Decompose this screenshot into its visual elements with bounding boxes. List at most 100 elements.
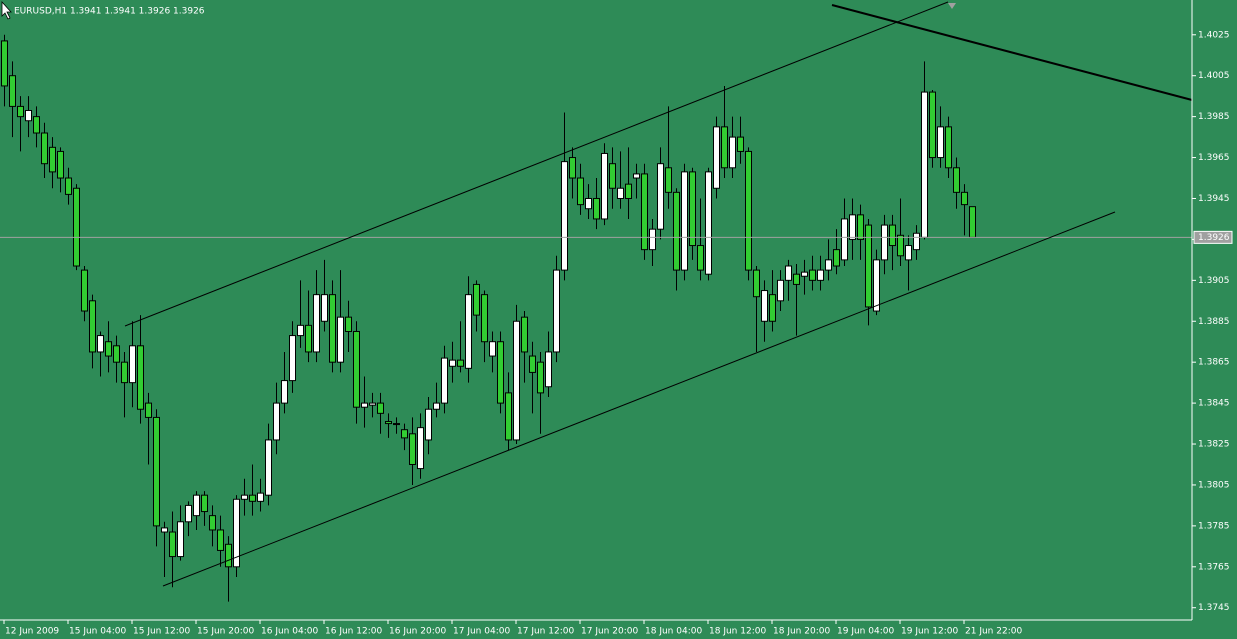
candle-down <box>593 197 600 220</box>
marker <box>948 3 956 9</box>
cursor <box>1 0 12 20</box>
candle-down <box>217 529 224 551</box>
candle-up <box>25 109 32 122</box>
candle-down <box>209 515 216 531</box>
candle-down <box>409 433 416 465</box>
candle-up <box>193 494 200 517</box>
x-tick-label: 16 Jun 04:00 <box>261 627 318 637</box>
candle-down <box>641 173 648 251</box>
candle-up <box>937 126 944 159</box>
candle-up <box>441 357 448 404</box>
candle-down <box>481 294 488 343</box>
candle-up <box>913 232 920 251</box>
candle-up <box>785 265 792 281</box>
candle-down <box>121 361 128 384</box>
candle-up <box>617 187 624 199</box>
candle-up <box>161 527 168 533</box>
candle-up <box>297 324 304 337</box>
candle-down <box>105 341 112 357</box>
x-tick-label: 15 Jun 04:00 <box>69 627 126 637</box>
x-tick-label: 19 Jun 04:00 <box>837 627 894 637</box>
candle-down <box>689 171 696 247</box>
candle-down <box>521 316 528 353</box>
candle-up <box>449 359 456 367</box>
candle-down <box>721 126 728 169</box>
candle-down <box>897 234 904 257</box>
candle-down <box>945 126 952 169</box>
candle-down <box>697 245 704 271</box>
candle-up <box>553 269 560 353</box>
candle-up <box>801 271 808 277</box>
candle-down <box>929 91 936 159</box>
candle-up <box>369 402 376 406</box>
price-label-box <box>1193 230 1233 244</box>
candle-up <box>545 351 552 388</box>
x-tick-label: 17 Jun 20:00 <box>581 627 638 637</box>
candle-up <box>185 504 192 523</box>
candle-up <box>337 316 344 363</box>
candle-down <box>9 75 16 107</box>
candle-down <box>329 294 336 363</box>
candle-down <box>537 361 544 394</box>
candle-down <box>49 146 56 173</box>
candle-down <box>473 283 480 316</box>
y-tick-label: 1.3865 <box>1198 358 1230 368</box>
candle-up <box>97 335 104 353</box>
candle-down <box>505 392 512 441</box>
x-tick-label: 16 Jun 12:00 <box>325 627 382 637</box>
candle-down <box>401 429 408 439</box>
y-tick-label: 1.3745 <box>1198 603 1230 613</box>
candle-down <box>169 531 176 558</box>
x-tick-label: 18 Jun 20:00 <box>773 627 830 637</box>
candle-up <box>289 335 296 382</box>
x-tick-label: 16 Jun 20:00 <box>389 627 446 637</box>
candle-down <box>137 345 144 410</box>
y-tick-label: 1.3765 <box>1198 562 1230 572</box>
channel-lower <box>162 211 1116 587</box>
candle-up <box>825 259 832 271</box>
y-tick-label: 1.3965 <box>1198 153 1230 163</box>
candle-up <box>905 245 912 261</box>
candle-down <box>625 183 632 199</box>
candle-up <box>761 290 768 322</box>
y-tick-label: 1.3885 <box>1198 317 1230 327</box>
candle-down <box>1 40 8 87</box>
x-tick-label: 15 Jun 12:00 <box>133 627 190 637</box>
candle-down <box>457 359 464 367</box>
plot-area <box>0 34 1192 602</box>
candle-down <box>889 224 896 247</box>
candle-down <box>113 345 120 363</box>
candle-up <box>313 294 320 353</box>
y-tick-label: 1.3805 <box>1198 480 1230 490</box>
candle-down <box>865 224 872 308</box>
candle-down <box>857 214 864 240</box>
candle-up <box>649 228 656 251</box>
candle-down <box>497 341 504 404</box>
candle-up <box>273 402 280 441</box>
candle-down <box>577 177 584 206</box>
y-tick-label: 1.3985 <box>1198 112 1230 122</box>
y-tick-label: 1.3945 <box>1198 194 1230 204</box>
candle-down <box>41 132 48 165</box>
candle-down <box>81 269 88 312</box>
candle-down <box>89 300 96 353</box>
channel-upper <box>124 1 949 327</box>
candle-down <box>73 187 80 267</box>
candle-up <box>513 320 520 441</box>
candle-up <box>841 218 848 261</box>
candle-up <box>489 341 496 357</box>
candle-down <box>353 330 360 408</box>
candle-up <box>777 279 784 302</box>
candle-down <box>793 273 800 285</box>
candle-up <box>177 521 184 558</box>
candle-down <box>953 167 960 193</box>
candle-up <box>241 494 248 500</box>
candle-down <box>385 421 392 425</box>
candle-up <box>393 423 400 426</box>
candle-up <box>705 171 712 275</box>
x-tick-label: 17 Jun 12:00 <box>517 627 574 637</box>
candle-down <box>529 355 536 373</box>
x-tick-label: 17 Jun 04:00 <box>453 627 510 637</box>
candle-up <box>601 152 608 220</box>
